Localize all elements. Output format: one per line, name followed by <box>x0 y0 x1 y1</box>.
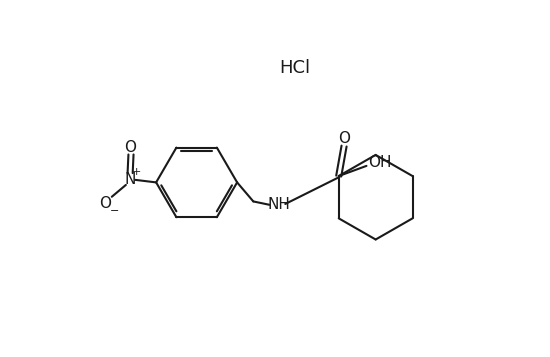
Text: NH: NH <box>267 197 290 212</box>
Text: OH: OH <box>368 155 392 170</box>
Text: O: O <box>99 196 111 211</box>
Text: HCl: HCl <box>279 59 310 77</box>
Text: O: O <box>124 140 136 155</box>
Text: O: O <box>338 131 350 146</box>
Text: −: − <box>109 206 119 216</box>
Text: +: + <box>132 167 142 177</box>
Text: N: N <box>124 171 135 186</box>
